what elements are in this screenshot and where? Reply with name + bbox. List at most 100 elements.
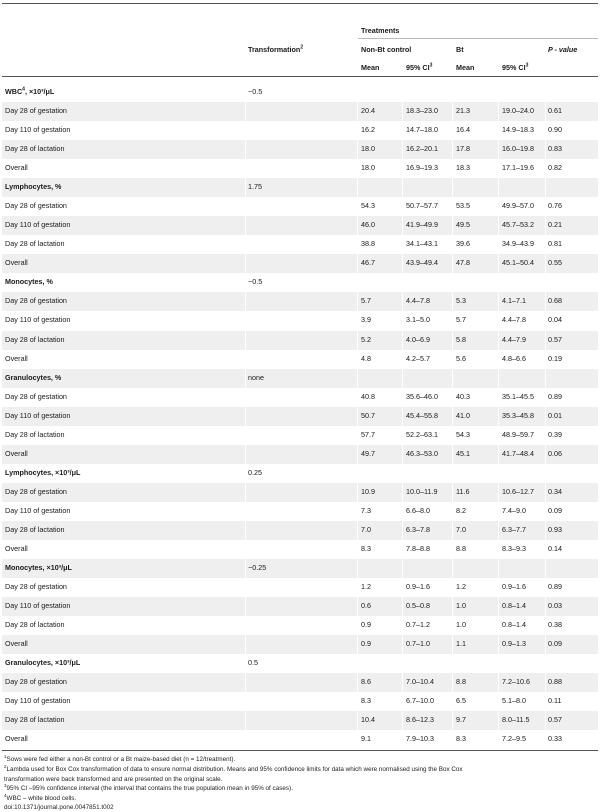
row-label: Day 28 of lactation bbox=[5, 239, 65, 249]
column-divider bbox=[498, 635, 499, 655]
column-divider bbox=[245, 311, 246, 331]
mean-bt-cell: 53.5 bbox=[456, 201, 470, 211]
column-divider bbox=[245, 597, 246, 617]
transformation-value: 0.5 bbox=[248, 658, 258, 668]
column-divider bbox=[402, 140, 403, 160]
column-divider bbox=[245, 178, 246, 198]
ci-bt-cell: 48.9–59.7 bbox=[502, 429, 534, 439]
section-header-row: Monocytes, % −0.5 bbox=[2, 273, 598, 293]
p-value-cell: 0.38 bbox=[548, 620, 562, 630]
column-divider bbox=[452, 235, 453, 255]
column-divider bbox=[245, 216, 246, 236]
ci-control-cell: 0.5–0.8 bbox=[406, 601, 430, 611]
ci-bt-cell: 45.7–53.2 bbox=[502, 220, 534, 230]
column-divider bbox=[498, 578, 499, 598]
column-divider bbox=[402, 159, 403, 179]
p-value-cell: 0.14 bbox=[548, 543, 562, 553]
column-divider bbox=[357, 330, 358, 350]
row-label: Day 110 of gestation bbox=[5, 315, 71, 325]
mean-control-cell: 0.6 bbox=[361, 601, 371, 611]
column-divider bbox=[545, 635, 546, 655]
column-divider bbox=[498, 102, 499, 122]
column-divider bbox=[452, 635, 453, 655]
column-divider bbox=[245, 235, 246, 255]
p-value-cell: 0.68 bbox=[548, 296, 562, 306]
mean-control-cell: 7.3 bbox=[361, 505, 371, 515]
section-name: Lymphocytes, % bbox=[5, 182, 62, 192]
column-divider bbox=[545, 159, 546, 179]
column-divider bbox=[402, 311, 403, 331]
column-divider bbox=[245, 730, 246, 750]
column-divider bbox=[498, 692, 499, 712]
p-value-cell: 0.03 bbox=[548, 601, 562, 611]
column-divider bbox=[498, 463, 499, 483]
column-divider bbox=[498, 597, 499, 617]
table-row: Day 28 of lactation 38.8 34.1–43.1 39.6 34.9… bbox=[2, 235, 598, 255]
table-row: Day 110 of gestation 7.3 6.6–8.0 8.2 7.4–9.0… bbox=[2, 501, 598, 521]
column-divider bbox=[452, 559, 453, 578]
column-divider bbox=[402, 501, 403, 521]
footnote: 1Sows were fed either a non-Bt control o… bbox=[4, 754, 236, 764]
column-divider bbox=[402, 520, 403, 540]
ci-control-cell: 4.0–6.9 bbox=[406, 334, 430, 344]
table-row: Day 28 of lactation 18.0 16.2–20.1 17.8 16.0… bbox=[2, 140, 598, 160]
column-divider bbox=[357, 673, 358, 693]
row-label: Day 28 of lactation bbox=[5, 524, 65, 534]
column-divider bbox=[357, 654, 358, 674]
column-divider bbox=[452, 121, 453, 141]
mean-bt-cell: 1.1 bbox=[456, 639, 466, 649]
mean-bt-cell: 5.7 bbox=[456, 315, 466, 325]
transformation-value: 1.75 bbox=[248, 182, 262, 192]
column-divider bbox=[452, 597, 453, 617]
column-divider bbox=[452, 102, 453, 122]
column-divider bbox=[357, 140, 358, 160]
section-name: WBC4, ×10³/μL bbox=[5, 86, 55, 96]
column-divider bbox=[357, 387, 358, 407]
column-divider bbox=[402, 578, 403, 598]
column-divider bbox=[498, 235, 499, 255]
ci-control-cell: 14.7–18.0 bbox=[406, 125, 438, 135]
table-row: Day 28 of gestation 40.8 35.6–46.0 40.3 35.1… bbox=[2, 387, 598, 407]
mean-control-cell: 3.9 bbox=[361, 315, 371, 325]
transformation-value: none bbox=[248, 372, 264, 382]
ci-control-cell: 34.1–43.1 bbox=[406, 239, 438, 249]
column-divider bbox=[402, 178, 403, 198]
column-divider bbox=[452, 711, 453, 731]
mean-bt-cell: 8.3 bbox=[456, 734, 466, 744]
p-value-cell: 0.11 bbox=[548, 696, 562, 706]
treatments-underline bbox=[358, 38, 598, 39]
footnote: transformation were back transformed and… bbox=[4, 775, 223, 783]
ci-bt-cell: 8.0–11.5 bbox=[502, 715, 530, 725]
column-divider bbox=[402, 349, 403, 369]
mean-bt-cell: 18.3 bbox=[456, 163, 470, 173]
ci-bt-cell: 4.4–7.8 bbox=[502, 315, 526, 325]
column-divider bbox=[357, 539, 358, 559]
column-divider bbox=[402, 273, 403, 293]
row-label: Day 110 of gestation bbox=[5, 696, 71, 706]
column-divider bbox=[545, 654, 546, 674]
column-divider bbox=[357, 730, 358, 750]
row-label: Overall bbox=[5, 448, 28, 458]
column-divider bbox=[545, 121, 546, 141]
mean-control-cell: 1.2 bbox=[361, 582, 371, 592]
header-p-value: P - value bbox=[548, 45, 578, 54]
mean-control-cell: 5.2 bbox=[361, 334, 371, 344]
ci-bt-cell: 0.8–1.4 bbox=[502, 620, 526, 630]
ci-control-cell: 8.6–12.3 bbox=[406, 715, 434, 725]
column-divider bbox=[402, 425, 403, 445]
column-divider bbox=[545, 273, 546, 293]
column-divider bbox=[402, 330, 403, 350]
column-divider bbox=[545, 444, 546, 464]
p-value-cell: 0.89 bbox=[548, 582, 562, 592]
mean-control-cell: 38.8 bbox=[361, 239, 375, 249]
mean-bt-cell: 5.8 bbox=[456, 334, 466, 344]
column-divider bbox=[452, 292, 453, 312]
row-label: Day 28 of gestation bbox=[5, 106, 67, 116]
column-divider bbox=[452, 387, 453, 407]
transformation-value: 0.25 bbox=[248, 467, 262, 477]
ci-bt-cell: 0.9–1.3 bbox=[502, 639, 526, 649]
row-label: Overall bbox=[5, 734, 28, 744]
header-transformation: Transformation2 bbox=[248, 44, 304, 54]
mean-bt-cell: 7.0 bbox=[456, 524, 466, 534]
column-divider bbox=[357, 178, 358, 198]
